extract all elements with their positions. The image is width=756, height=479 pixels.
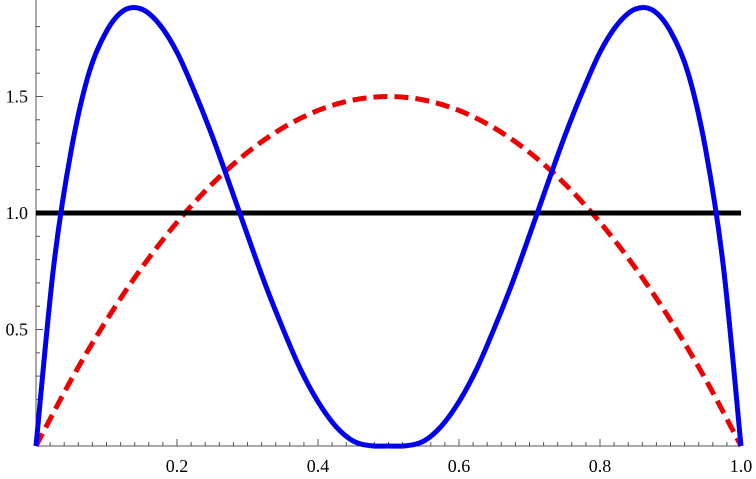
x-tick-label: 0.6	[448, 456, 471, 476]
series-red-dashed-curve	[33, 94, 744, 448]
x-tick-label: 1.0	[730, 456, 753, 476]
series-layer	[33, 4, 744, 449]
axes	[35, 0, 742, 447]
y-tick-label: 1.5	[6, 87, 29, 107]
x-tick-label: 0.2	[166, 456, 189, 476]
x-tick-label: 0.4	[307, 456, 330, 476]
y-tick-label: 0.5	[6, 320, 29, 340]
tick-labels: 0.2 0.4 0.6 0.8 1.0 0.5 1.0 1.5	[6, 87, 753, 477]
x-tick-label: 0.8	[589, 456, 612, 476]
series-blue-curve	[33, 4, 744, 449]
y-tick-label: 1.0	[6, 203, 29, 223]
